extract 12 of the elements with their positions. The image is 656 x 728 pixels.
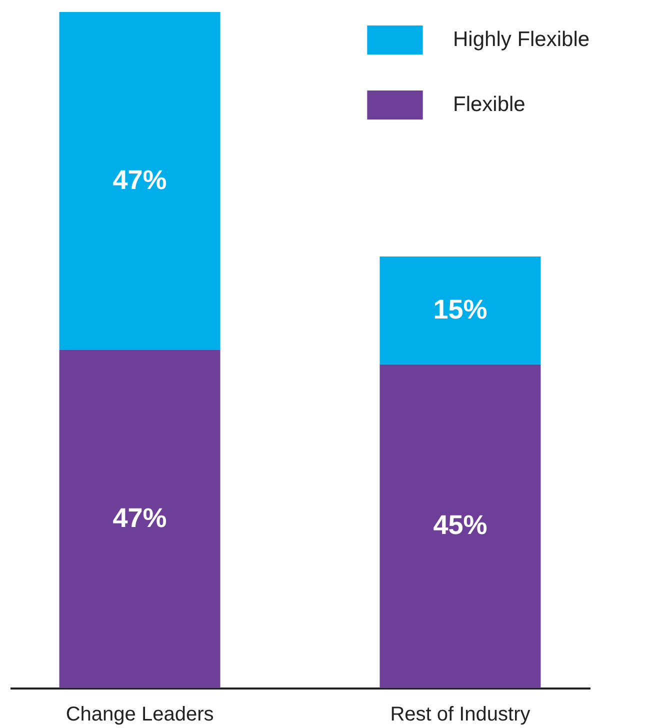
data-label: 47%	[112, 165, 167, 195]
legend-label: Flexible	[453, 93, 526, 116]
data-label: 45%	[433, 510, 488, 540]
legend-label: Highly Flexible	[453, 28, 590, 51]
bar	[380, 256, 541, 364]
bar	[59, 12, 220, 350]
x-tick-label: Change Leaders	[66, 704, 214, 726]
data-label: 15%	[433, 294, 488, 324]
data-label: 47%	[112, 503, 167, 533]
x-tick-label: Rest of Industry	[390, 704, 530, 726]
bar	[59, 350, 220, 688]
bar	[380, 364, 541, 688]
